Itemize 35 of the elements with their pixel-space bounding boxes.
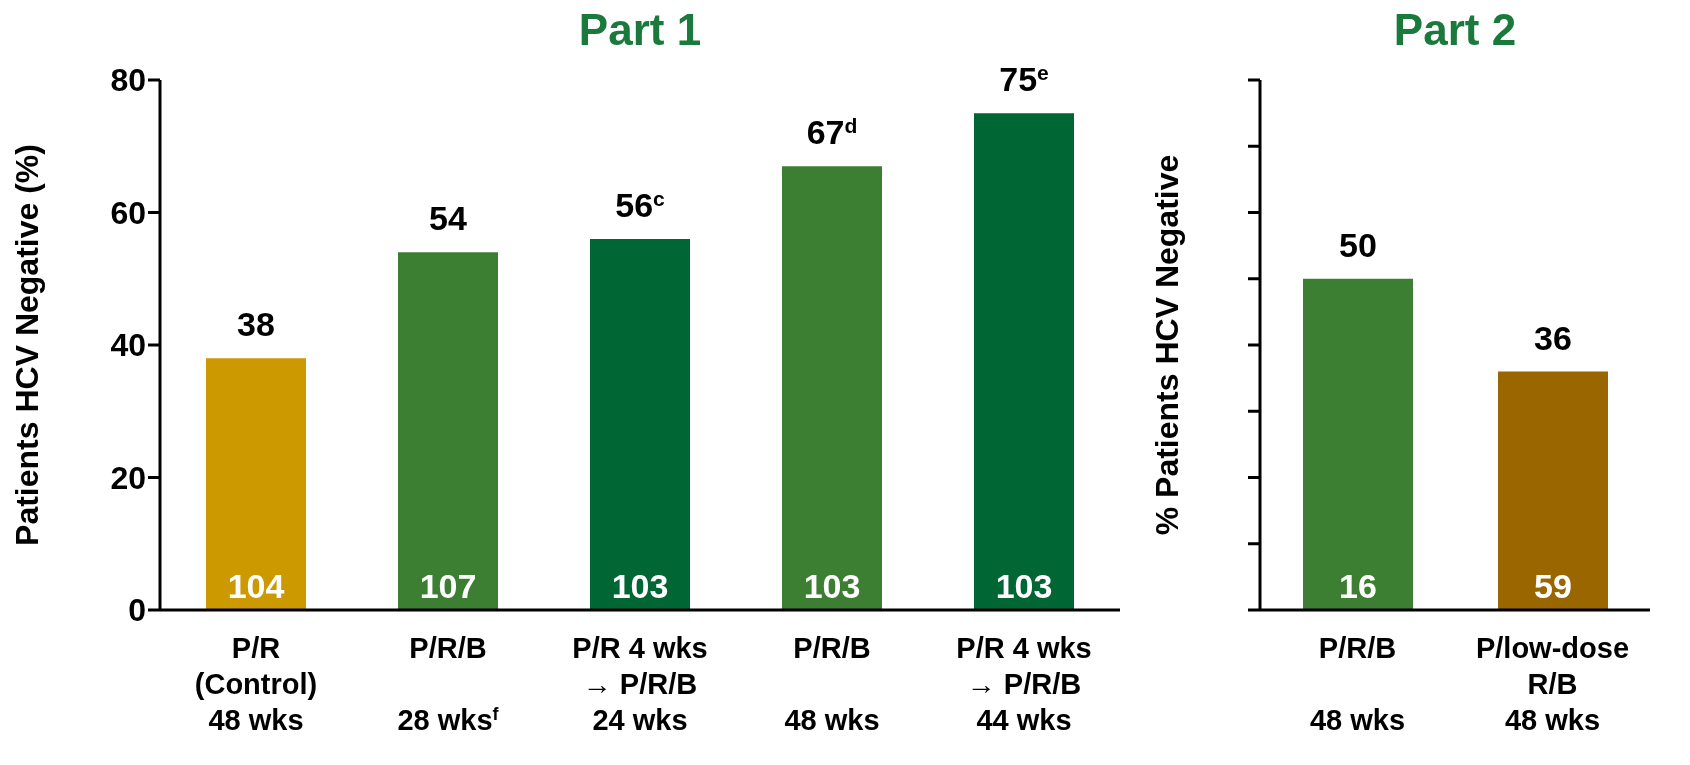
x-tick-label: P/R (Control) 48 wks <box>194 632 318 736</box>
bar <box>974 113 1074 610</box>
chart-title: Part 1 <box>577 4 703 56</box>
annotation: 104 <box>227 567 285 605</box>
data-label: 56$^{c}$ <box>615 186 666 224</box>
data-label: 75$^{e}$ <box>999 60 1049 99</box>
x-tick-label: P/R 4 wks → P/R/B 44 wks <box>956 632 1092 736</box>
bar <box>206 358 306 610</box>
data-label: 54 <box>429 199 467 238</box>
y-tick-label: 60 <box>110 194 146 231</box>
chart-title: Part 2 <box>1392 4 1518 56</box>
bar <box>398 252 498 610</box>
y-tick-label: 80 <box>110 62 146 99</box>
x-tick-label: P/low-dose R/B 48 wks <box>1475 632 1630 736</box>
y-axis-title: Patients HCV Negative (%) <box>9 144 46 546</box>
data-label: 36 <box>1534 318 1572 357</box>
annotation: 59 <box>1534 567 1572 605</box>
y-axis-title: % Patients HCV Negative <box>1149 154 1186 536</box>
category-label: P/R/B 48 wks <box>1309 632 1406 736</box>
bar <box>590 239 690 610</box>
data-label: 38 <box>237 305 275 344</box>
annotation: 103 <box>611 567 669 605</box>
category-label: P/R/B 28 wks$^{f}$ <box>397 632 499 736</box>
bar <box>782 166 882 610</box>
data-label: 67$^{d}$ <box>806 113 858 152</box>
y-tick-label: 40 <box>110 327 146 364</box>
y-tick-label: 20 <box>110 459 146 496</box>
category-label: P/R/B 48 wks <box>784 632 880 736</box>
annotation: 103 <box>803 567 861 605</box>
x-tick-label: P/R 4 wks → P/R/B 24 wks <box>572 632 708 736</box>
y-tick-label: 0 <box>128 592 146 629</box>
data-label: 50 <box>1339 225 1377 264</box>
annotation: 16 <box>1339 567 1377 605</box>
annotation: 107 <box>419 567 477 605</box>
annotation: 103 <box>995 567 1053 605</box>
